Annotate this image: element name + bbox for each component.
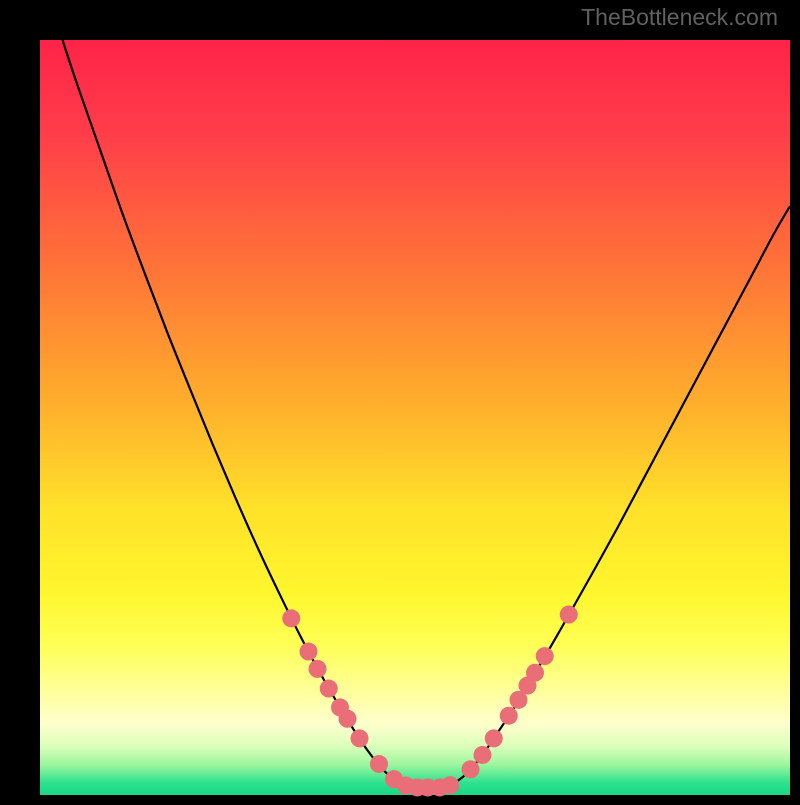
- data-marker: [370, 755, 388, 773]
- chart-svg: [0, 0, 800, 800]
- data-marker: [536, 647, 554, 665]
- data-marker: [526, 664, 544, 682]
- data-marker: [485, 729, 503, 747]
- data-marker: [309, 660, 327, 678]
- data-marker: [500, 707, 518, 725]
- data-marker: [320, 680, 338, 698]
- bottleneck-chart: [0, 0, 800, 800]
- data-marker: [462, 760, 480, 778]
- chart-background: [40, 40, 790, 795]
- data-marker: [441, 776, 459, 794]
- data-marker: [351, 729, 369, 747]
- data-marker: [300, 643, 318, 661]
- data-marker: [339, 710, 357, 728]
- data-marker: [474, 746, 492, 764]
- data-marker: [282, 609, 300, 627]
- data-marker: [560, 606, 578, 624]
- watermark-text: TheBottleneck.com: [581, 4, 778, 31]
